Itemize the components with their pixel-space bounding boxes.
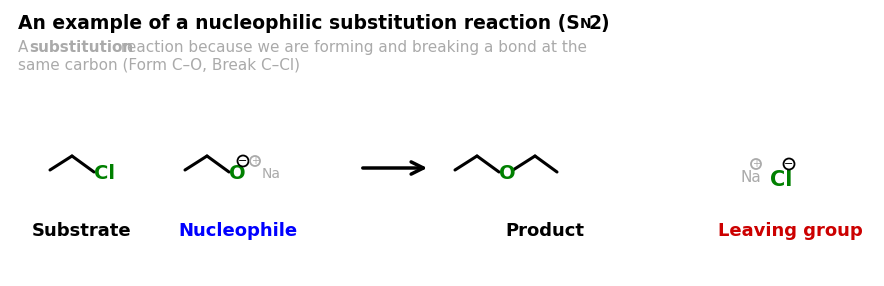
Text: Product: Product xyxy=(506,222,584,240)
Text: Nucleophile: Nucleophile xyxy=(179,222,298,240)
Text: +: + xyxy=(752,159,760,169)
Text: Na: Na xyxy=(740,170,761,185)
Text: substitution: substitution xyxy=(29,40,133,55)
Text: reaction because we are forming and breaking a bond at the: reaction because we are forming and brea… xyxy=(116,40,587,55)
Text: O: O xyxy=(499,164,515,183)
Text: Cl: Cl xyxy=(94,164,115,183)
Text: O: O xyxy=(229,164,246,183)
Text: Cl: Cl xyxy=(770,170,792,190)
Text: An example of a nucleophilic substitution reaction (S: An example of a nucleophilic substitutio… xyxy=(18,14,580,33)
Text: −: − xyxy=(784,159,794,169)
Text: A: A xyxy=(18,40,34,55)
Text: Substrate: Substrate xyxy=(32,222,132,240)
Text: +: + xyxy=(251,156,259,166)
Text: Na: Na xyxy=(262,167,281,181)
Text: −: − xyxy=(239,156,248,166)
Text: Leaving group: Leaving group xyxy=(718,222,863,240)
Text: N: N xyxy=(580,17,591,31)
Text: 2): 2) xyxy=(589,14,611,33)
Text: same carbon (Form C–O, Break C–Cl): same carbon (Form C–O, Break C–Cl) xyxy=(18,58,300,73)
